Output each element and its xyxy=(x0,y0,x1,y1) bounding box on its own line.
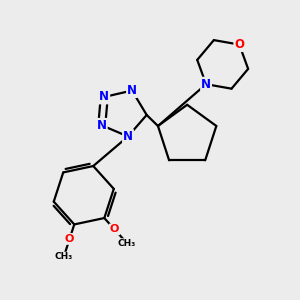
Text: CH₃: CH₃ xyxy=(55,252,73,261)
Text: N: N xyxy=(97,119,107,132)
Text: N: N xyxy=(123,130,133,143)
Text: CH₃: CH₃ xyxy=(118,239,136,248)
Text: N: N xyxy=(201,78,211,91)
Text: N: N xyxy=(127,84,137,97)
Text: O: O xyxy=(234,38,244,51)
Text: O: O xyxy=(65,234,74,244)
Text: O: O xyxy=(110,224,119,234)
Text: N: N xyxy=(99,91,109,103)
